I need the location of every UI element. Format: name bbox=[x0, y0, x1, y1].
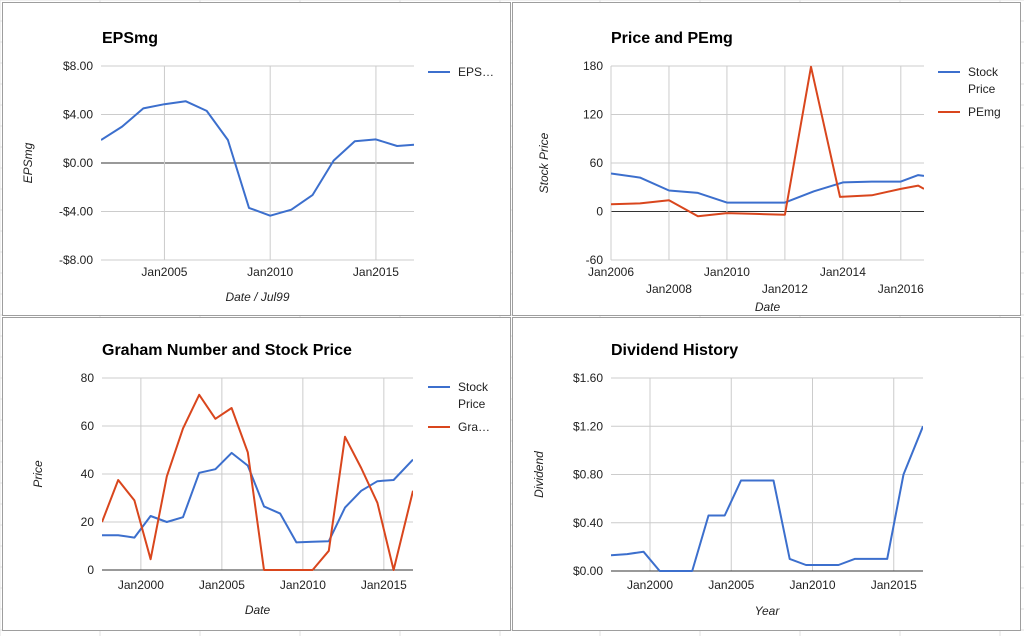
y-axis-label: EPSmg bbox=[21, 142, 35, 183]
series-line bbox=[611, 65, 924, 218]
y-tick-label: 80 bbox=[81, 371, 95, 385]
y-tick-label: $0.80 bbox=[573, 468, 603, 482]
x-tick-label: Jan2010 bbox=[280, 578, 326, 592]
x-tick-label: Jan2015 bbox=[871, 578, 917, 592]
chart-title: EPSmg bbox=[102, 30, 158, 47]
chart-panel-graham-number[interactable]: Graham Number and Stock Price 80 60 40 20 0 J… bbox=[2, 317, 511, 631]
y-axis-label: Stock Price bbox=[537, 132, 551, 193]
chart-graham-number-stock-price: Graham Number and Stock Price 80 60 40 20 0 J… bbox=[31, 342, 490, 617]
y-tick-label: 20 bbox=[81, 515, 95, 529]
series-line bbox=[611, 425, 923, 572]
x-axis-label: Date / Jul99 bbox=[225, 290, 289, 304]
y-tick-label: $0.00 bbox=[63, 156, 93, 170]
legend-label: PEmg bbox=[968, 105, 1001, 119]
y-tick-label: 120 bbox=[583, 108, 603, 122]
legend-label: Stock Price bbox=[968, 65, 999, 96]
chart-epsmg: EPSmg $8.00 $4.00 $0.00 -$4.00 -$8.00 Jan2005… bbox=[21, 30, 494, 304]
y-tick-label: 60 bbox=[81, 419, 95, 433]
x-tick-label: Jan2012 bbox=[762, 282, 808, 296]
legend-label: Gra… bbox=[458, 420, 490, 434]
x-tick-label: Jan2014 bbox=[820, 265, 866, 279]
y-axis-label: Price bbox=[31, 460, 45, 488]
y-tick-label: 0 bbox=[596, 205, 603, 219]
x-axis-label: Date bbox=[755, 300, 781, 314]
y-tick-label: 180 bbox=[583, 59, 603, 73]
series-line bbox=[102, 451, 413, 544]
y-tick-label: -$8.00 bbox=[59, 253, 93, 267]
legend-label-line: Price bbox=[968, 82, 996, 96]
x-tick-label: Jan2008 bbox=[646, 282, 692, 296]
legend-label: EPS… bbox=[458, 65, 494, 79]
legend-label-line: Stock bbox=[458, 380, 489, 394]
x-axis-label: Year bbox=[755, 604, 781, 618]
y-tick-label: 0 bbox=[87, 563, 94, 577]
x-tick-label: Jan2015 bbox=[353, 265, 399, 279]
chart-title: Price and PEmg bbox=[611, 30, 733, 47]
x-tick-label: Jan2015 bbox=[361, 578, 407, 592]
y-tick-label: $1.60 bbox=[573, 371, 603, 385]
y-tick-label: $1.20 bbox=[573, 419, 603, 433]
chart-panel-dividend-history[interactable]: Dividend History $1.60 $1.20 $0.80 $0.40 $0.… bbox=[512, 317, 1021, 631]
x-tick-label: Jan2005 bbox=[141, 265, 187, 279]
y-tick-label: -60 bbox=[586, 253, 604, 267]
series-line bbox=[101, 100, 414, 217]
y-tick-label: $0.00 bbox=[573, 564, 603, 578]
series-line bbox=[102, 393, 413, 571]
chart-title: Dividend History bbox=[611, 342, 738, 359]
y-tick-label: $4.00 bbox=[63, 108, 93, 122]
x-tick-label: Jan2010 bbox=[789, 578, 835, 592]
legend-label-line: Price bbox=[458, 397, 486, 411]
chart-panel-price-pemg[interactable]: Price and PEmg 180 120 60 0 -60 Jan2006 Jan200… bbox=[512, 2, 1021, 316]
series-line bbox=[611, 172, 924, 204]
chart-dividend-history: Dividend History $1.60 $1.20 $0.80 $0.40 $0.… bbox=[532, 342, 923, 618]
legend-label-line: Stock bbox=[968, 65, 999, 79]
y-tick-label: 60 bbox=[590, 156, 604, 170]
x-tick-label: Jan2010 bbox=[247, 265, 293, 279]
y-axis-label: Dividend bbox=[532, 451, 546, 498]
chart-title: Graham Number and Stock Price bbox=[102, 342, 352, 359]
x-tick-label: Jan2006 bbox=[588, 265, 634, 279]
y-tick-label: -$4.00 bbox=[59, 205, 93, 219]
x-tick-label: Jan2005 bbox=[708, 578, 754, 592]
legend-label: Stock Price bbox=[458, 380, 489, 411]
x-tick-label: Jan2000 bbox=[118, 578, 164, 592]
x-tick-label: Jan2000 bbox=[627, 578, 673, 592]
x-axis-label: Date bbox=[245, 603, 271, 617]
x-tick-label: Jan2010 bbox=[704, 265, 750, 279]
chart-panel-epsmg[interactable]: EPSmg $8.00 $4.00 $0.00 -$4.00 -$8.00 Jan2005… bbox=[2, 2, 511, 316]
y-tick-label: $0.40 bbox=[573, 516, 603, 530]
y-tick-label: $8.00 bbox=[63, 59, 93, 73]
x-tick-label: Jan2016 bbox=[878, 282, 924, 296]
x-tick-label: Jan2005 bbox=[199, 578, 245, 592]
y-tick-label: 40 bbox=[81, 467, 95, 481]
